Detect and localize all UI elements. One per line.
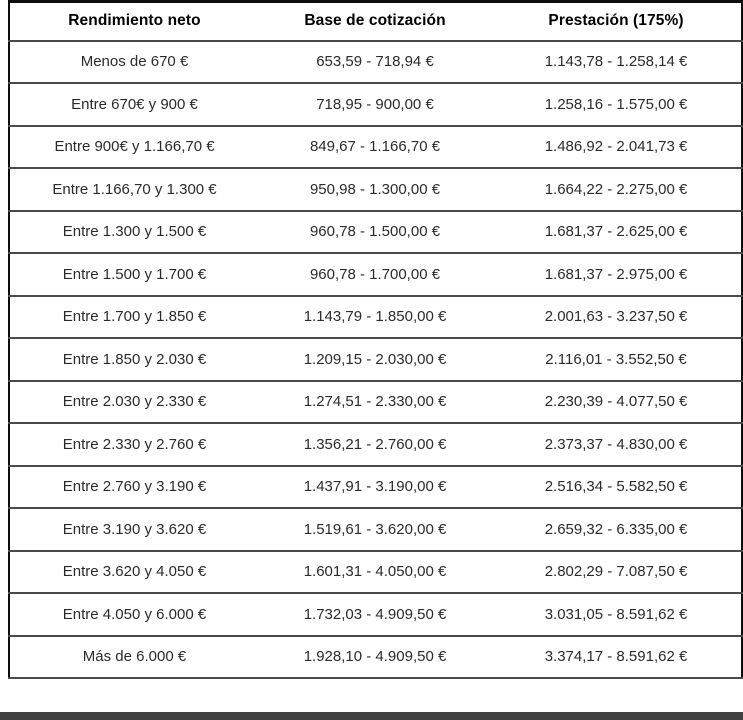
table-row: Entre 2.030 y 2.330 €1.274,51 - 2.330,00… [9,380,742,424]
cell-rendimiento-neto: Entre 1.700 y 1.850 € [9,295,259,339]
cell-base-de-cotizacion: 1.928,10 - 4.909,50 € [259,635,491,679]
cell-prestacion: 2.230,39 - 4.077,50 € [491,380,742,424]
cell-base-de-cotizacion: 1.519,61 - 3.620,00 € [259,508,491,552]
cell-prestacion: 1.664,22 - 2.275,00 € [491,168,742,212]
cell-base-de-cotizacion: 1.209,15 - 2.030,00 € [259,338,491,382]
cell-rendimiento-neto: Entre 1.166,70 y 1.300 € [9,168,259,212]
cell-rendimiento-neto: Más de 6.000 € [9,635,259,679]
cell-base-de-cotizacion: 960,78 - 1.500,00 € [259,210,491,254]
cell-rendimiento-neto: Entre 1.500 y 1.700 € [9,253,259,297]
cell-rendimiento-neto: Menos de 670 € [9,40,259,84]
table-row: Entre 4.050 y 6.000 €1.732,03 - 4.909,50… [9,593,742,637]
cell-base-de-cotizacion: 950,98 - 1.300,00 € [259,168,491,212]
rates-table: Rendimiento neto Base de cotización Presta… [8,0,743,679]
header-row: Rendimiento neto Base de cotización Presta… [9,1,742,42]
cell-prestacion: 2.373,37 - 4.830,00 € [491,423,742,467]
table-row: Entre 1.500 y 1.700 €960,78 - 1.700,00 €… [9,253,742,297]
cell-prestacion: 1.681,37 - 2.975,00 € [491,253,742,297]
cell-rendimiento-neto: Entre 3.190 y 3.620 € [9,508,259,552]
cell-rendimiento-neto: Entre 900€ y 1.166,70 € [9,125,259,169]
cell-rendimiento-neto: Entre 670€ y 900 € [9,83,259,127]
cell-prestacion: 2.516,34 - 5.582,50 € [491,465,742,509]
cell-base-de-cotizacion: 849,67 - 1.166,70 € [259,125,491,169]
column-header-rendimiento-neto: Rendimiento neto [9,1,259,42]
table-row: Menos de 670 €653,59 - 718,94 €1.143,78 … [9,40,742,84]
cell-rendimiento-neto: Entre 2.330 y 2.760 € [9,423,259,467]
cell-prestacion: 1.681,37 - 2.625,00 € [491,210,742,254]
cell-prestacion: 1.486,92 - 2.041,73 € [491,125,742,169]
cell-prestacion: 1.143,78 - 1.258,14 € [491,40,742,84]
cell-rendimiento-neto: Entre 1.300 y 1.500 € [9,210,259,254]
table-row: Entre 2.330 y 2.760 €1.356,21 - 2.760,00… [9,423,742,467]
bottom-dark-bar [0,712,743,720]
table-header: Rendimiento neto Base de cotización Presta… [9,1,742,42]
cell-base-de-cotizacion: 960,78 - 1.700,00 € [259,253,491,297]
cell-base-de-cotizacion: 1.143,79 - 1.850,00 € [259,295,491,339]
table-row: Más de 6.000 €1.928,10 - 4.909,50 €3.374… [9,635,742,679]
cell-base-de-cotizacion: 1.601,31 - 4.050,00 € [259,550,491,594]
table-row: Entre 1.166,70 y 1.300 €950,98 - 1.300,0… [9,168,742,212]
table-row: Entre 670€ y 900 €718,95 - 900,00 €1.258… [9,83,742,127]
cell-prestacion: 1.258,16 - 1.575,00 € [491,83,742,127]
cell-prestacion: 2.001,63 - 3.237,50 € [491,295,742,339]
cell-prestacion: 3.374,17 - 8.591,62 € [491,635,742,679]
cell-prestacion: 3.031,05 - 8.591,62 € [491,593,742,637]
table-row: Entre 1.700 y 1.850 €1.143,79 - 1.850,00… [9,295,742,339]
cell-prestacion: 2.659,32 - 6.335,00 € [491,508,742,552]
table-body: Menos de 670 €653,59 - 718,94 €1.143,78 … [9,40,742,679]
cell-rendimiento-neto: Entre 2.760 y 3.190 € [9,465,259,509]
cell-base-de-cotizacion: 1.732,03 - 4.909,50 € [259,593,491,637]
cell-rendimiento-neto: Entre 1.850 y 2.030 € [9,338,259,382]
table-row: Entre 900€ y 1.166,70 €849,67 - 1.166,70… [9,125,742,169]
cell-base-de-cotizacion: 1.274,51 - 2.330,00 € [259,380,491,424]
cell-rendimiento-neto: Entre 2.030 y 2.330 € [9,380,259,424]
cell-prestacion: 2.116,01 - 3.552,50 € [491,338,742,382]
column-header-prestacion: Prestación (175%) [491,1,742,42]
cell-base-de-cotizacion: 653,59 - 718,94 € [259,40,491,84]
cell-rendimiento-neto: Entre 3.620 y 4.050 € [9,550,259,594]
cell-base-de-cotizacion: 1.437,91 - 3.190,00 € [259,465,491,509]
cell-base-de-cotizacion: 718,95 - 900,00 € [259,83,491,127]
table-row: Entre 3.620 y 4.050 €1.601,31 - 4.050,00… [9,550,742,594]
cell-base-de-cotizacion: 1.356,21 - 2.760,00 € [259,423,491,467]
cell-rendimiento-neto: Entre 4.050 y 6.000 € [9,593,259,637]
table-row: Entre 1.300 y 1.500 €960,78 - 1.500,00 €… [9,210,742,254]
table-row: Entre 1.850 y 2.030 €1.209,15 - 2.030,00… [9,338,742,382]
table-row: Entre 2.760 y 3.190 €1.437,91 - 3.190,00… [9,465,742,509]
column-header-base-de-cotizacion: Base de cotización [259,1,491,42]
table-row: Entre 3.190 y 3.620 €1.519,61 - 3.620,00… [9,508,742,552]
cell-prestacion: 2.802,29 - 7.087,50 € [491,550,742,594]
